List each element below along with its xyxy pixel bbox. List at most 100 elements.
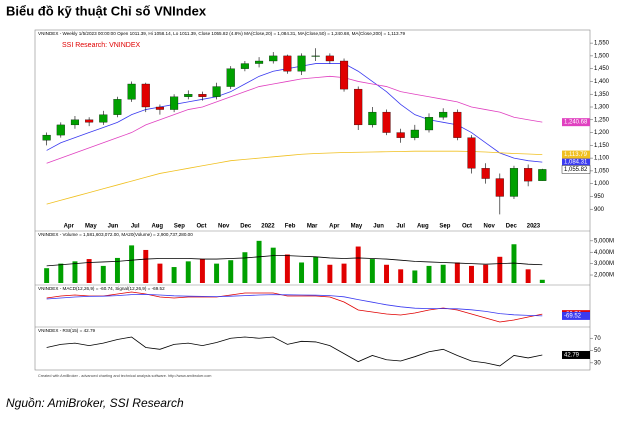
- volume-average-line: [46, 255, 543, 267]
- x-tick-label: Jun: [108, 224, 119, 230]
- y-tick-label: 70: [594, 336, 601, 342]
- x-tick-label: Aug: [151, 224, 163, 230]
- y-tick-label: 900: [594, 207, 605, 213]
- y-tick-label: 5,000M: [594, 238, 614, 244]
- volume-bar: [185, 261, 191, 283]
- candle-body: [325, 55, 334, 62]
- volume-bar: [100, 265, 106, 283]
- last-value-label: 1,084.31: [564, 160, 588, 166]
- x-tick-label: Sep: [174, 224, 185, 230]
- y-tick-label: 950: [594, 194, 605, 200]
- price-panel-subtitle: SSI Research: VNINDEX: [62, 42, 141, 49]
- x-tick-label: May: [85, 224, 97, 230]
- candle-body: [382, 111, 391, 133]
- rsi-panel-title: VNINDEX - RSI(15) = 42.79: [38, 328, 96, 333]
- candle-body: [99, 114, 108, 123]
- macd-panel-title: VNINDEX - MACD(12,26,9) = -60.74, Signal…: [38, 286, 165, 291]
- candle-body: [141, 83, 150, 108]
- volume-bar: [114, 257, 120, 283]
- last-value-box: [562, 158, 590, 167]
- y-tick-label: 4,000M: [594, 250, 614, 256]
- candle-body: [127, 83, 136, 100]
- candle-body: [538, 169, 547, 181]
- volume-bar: [539, 279, 545, 283]
- candle-body: [297, 55, 306, 72]
- candle-body: [439, 111, 448, 118]
- volume-bar: [270, 247, 276, 283]
- credit: Created with AmiBroker - advanced charti…: [38, 374, 211, 378]
- candle-body: [113, 99, 122, 115]
- candle-body: [453, 111, 462, 138]
- x-tick-label: Feb: [285, 224, 296, 230]
- volume-bar: [228, 260, 234, 283]
- volume-bar: [398, 269, 404, 283]
- moving-average-line: [46, 75, 543, 164]
- last-close-box: [561, 165, 591, 174]
- volume-bar: [129, 245, 135, 283]
- y-tick-label: 1,350: [594, 92, 610, 98]
- y-tick-label: 1,050: [594, 168, 610, 174]
- candle-body: [339, 60, 349, 90]
- volume-bar: [469, 265, 474, 283]
- candle-body: [495, 178, 504, 197]
- y-tick-label: 1,100: [594, 156, 610, 162]
- candle-body: [311, 55, 320, 57]
- y-tick-label: 1,500: [594, 53, 610, 59]
- candle-body: [85, 119, 94, 123]
- candle-body: [170, 96, 179, 110]
- volume-bar: [483, 264, 489, 283]
- volume-bar: [157, 263, 163, 283]
- x-tick-label: Sep: [439, 224, 450, 230]
- candle-body: [198, 94, 207, 97]
- y-tick-label: 1,300: [594, 105, 610, 111]
- x-tick-label: Mar: [307, 224, 318, 230]
- candle-body: [424, 117, 434, 131]
- candle-body: [481, 168, 490, 179]
- candle-body: [509, 168, 519, 197]
- volume-bar: [426, 265, 432, 283]
- volume-bar: [355, 246, 361, 283]
- x-tick-label: Nov: [218, 224, 230, 230]
- x-tick-label: Oct: [197, 224, 207, 230]
- last-value-label: 42.79: [564, 353, 580, 359]
- last-value-box: [562, 118, 590, 127]
- x-tick-label: Jul: [131, 224, 140, 230]
- volume-bar: [72, 261, 78, 283]
- chart-frame: [34, 29, 591, 371]
- last-value-label: 1,113.79: [564, 152, 588, 158]
- y-tick-label: 1,400: [594, 79, 610, 85]
- y-tick-label: 1,150: [594, 143, 610, 149]
- volume-bar: [454, 262, 460, 283]
- x-tick-label: May: [351, 224, 363, 230]
- x-tick-label: 2023: [527, 224, 541, 230]
- indicator-line: [46, 293, 543, 317]
- volume-bar: [511, 244, 517, 283]
- candle-body: [396, 132, 405, 138]
- x-tick-label: Jun: [373, 224, 384, 230]
- x-tick-label: Nov: [484, 224, 496, 230]
- x-tick-label: 2022: [261, 224, 275, 230]
- candle-body: [184, 94, 193, 97]
- y-tick-label: 1,250: [594, 117, 610, 123]
- candle-body: [240, 63, 249, 69]
- last-close-label: 1,055.82: [564, 167, 588, 173]
- volume-bar: [313, 256, 319, 283]
- y-tick-label: 3,000M: [594, 261, 614, 267]
- last-value-box: [562, 150, 590, 159]
- y-tick-label: 1,000: [594, 181, 610, 187]
- y-tick-label: 1,450: [594, 66, 610, 72]
- volume-bar: [497, 256, 503, 283]
- volume-bar: [525, 269, 531, 283]
- indicator-line: [46, 291, 543, 323]
- candle-body: [255, 60, 264, 64]
- volume-bar: [412, 270, 418, 283]
- candle-body: [354, 88, 363, 126]
- candle-body: [212, 86, 221, 97]
- y-tick-label: 1,200: [594, 130, 610, 136]
- volume-bar: [284, 254, 290, 283]
- candle-body: [56, 124, 65, 136]
- y-tick-label: 50: [594, 348, 601, 354]
- volume-bar: [341, 263, 347, 283]
- x-tick-label: Apr: [329, 224, 340, 230]
